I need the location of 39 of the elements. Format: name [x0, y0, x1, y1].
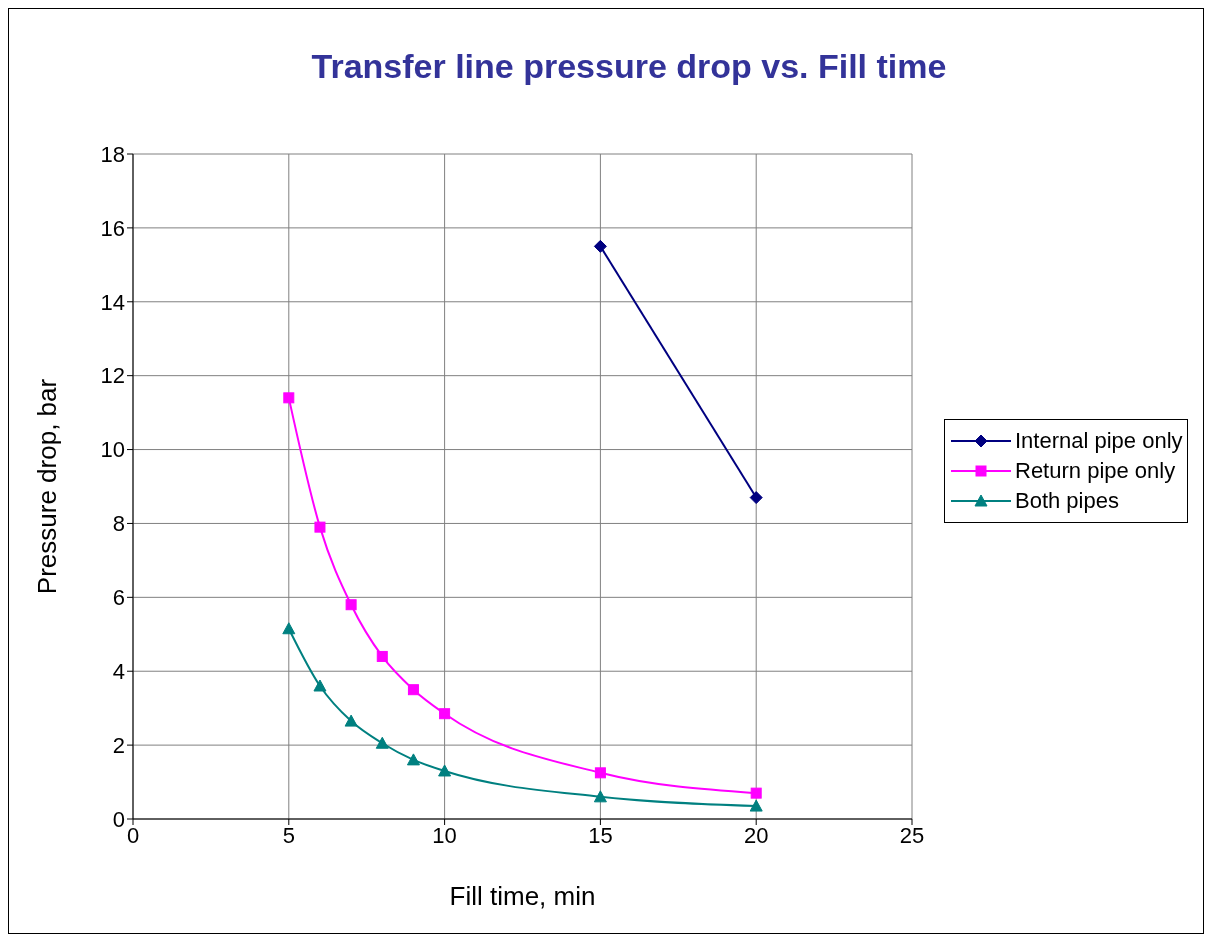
legend-label: Internal pipe only: [1015, 428, 1183, 454]
y-axis-title: Pressure drop, bar: [32, 378, 63, 595]
x-tick-label: 5: [282, 822, 295, 848]
point: [407, 684, 419, 696]
y-tick-label: 4: [112, 659, 125, 685]
y-tick-label: 6: [112, 585, 125, 611]
point: [406, 753, 420, 766]
point: [376, 650, 388, 662]
y-tick-label: 0: [112, 806, 125, 832]
y-tick-label: 12: [100, 363, 125, 389]
point: [439, 708, 451, 720]
point: [313, 679, 327, 692]
chart-title: Transfer line pressure drop vs. Fill time: [310, 47, 948, 86]
x-tick-label: 20: [743, 822, 769, 848]
point: [750, 787, 762, 799]
x-tick-label: 25: [899, 822, 925, 848]
point: [593, 790, 607, 803]
point: [594, 767, 606, 779]
legend-label: Both pipes: [1015, 488, 1119, 514]
y-tick-label: 14: [100, 289, 125, 315]
x-axis-title: Fill time, min: [449, 881, 596, 911]
point: [749, 799, 763, 812]
point: [344, 714, 358, 727]
point: [438, 764, 452, 777]
point: [345, 599, 357, 611]
point: [593, 239, 607, 253]
legend-label: Return pipe only: [1015, 458, 1176, 484]
point: [314, 521, 326, 533]
point: [749, 491, 763, 505]
x-tick-label: 10: [432, 822, 457, 848]
y-tick-label: 16: [100, 215, 125, 241]
x-tick-label: 15: [588, 822, 613, 848]
point: [282, 622, 296, 635]
y-tick-label: 2: [112, 732, 125, 758]
point: [283, 392, 295, 404]
y-tick-label: 8: [112, 511, 125, 537]
y-tick-label: 10: [100, 437, 125, 463]
point: [375, 736, 389, 749]
y-tick-label: 18: [100, 141, 125, 167]
